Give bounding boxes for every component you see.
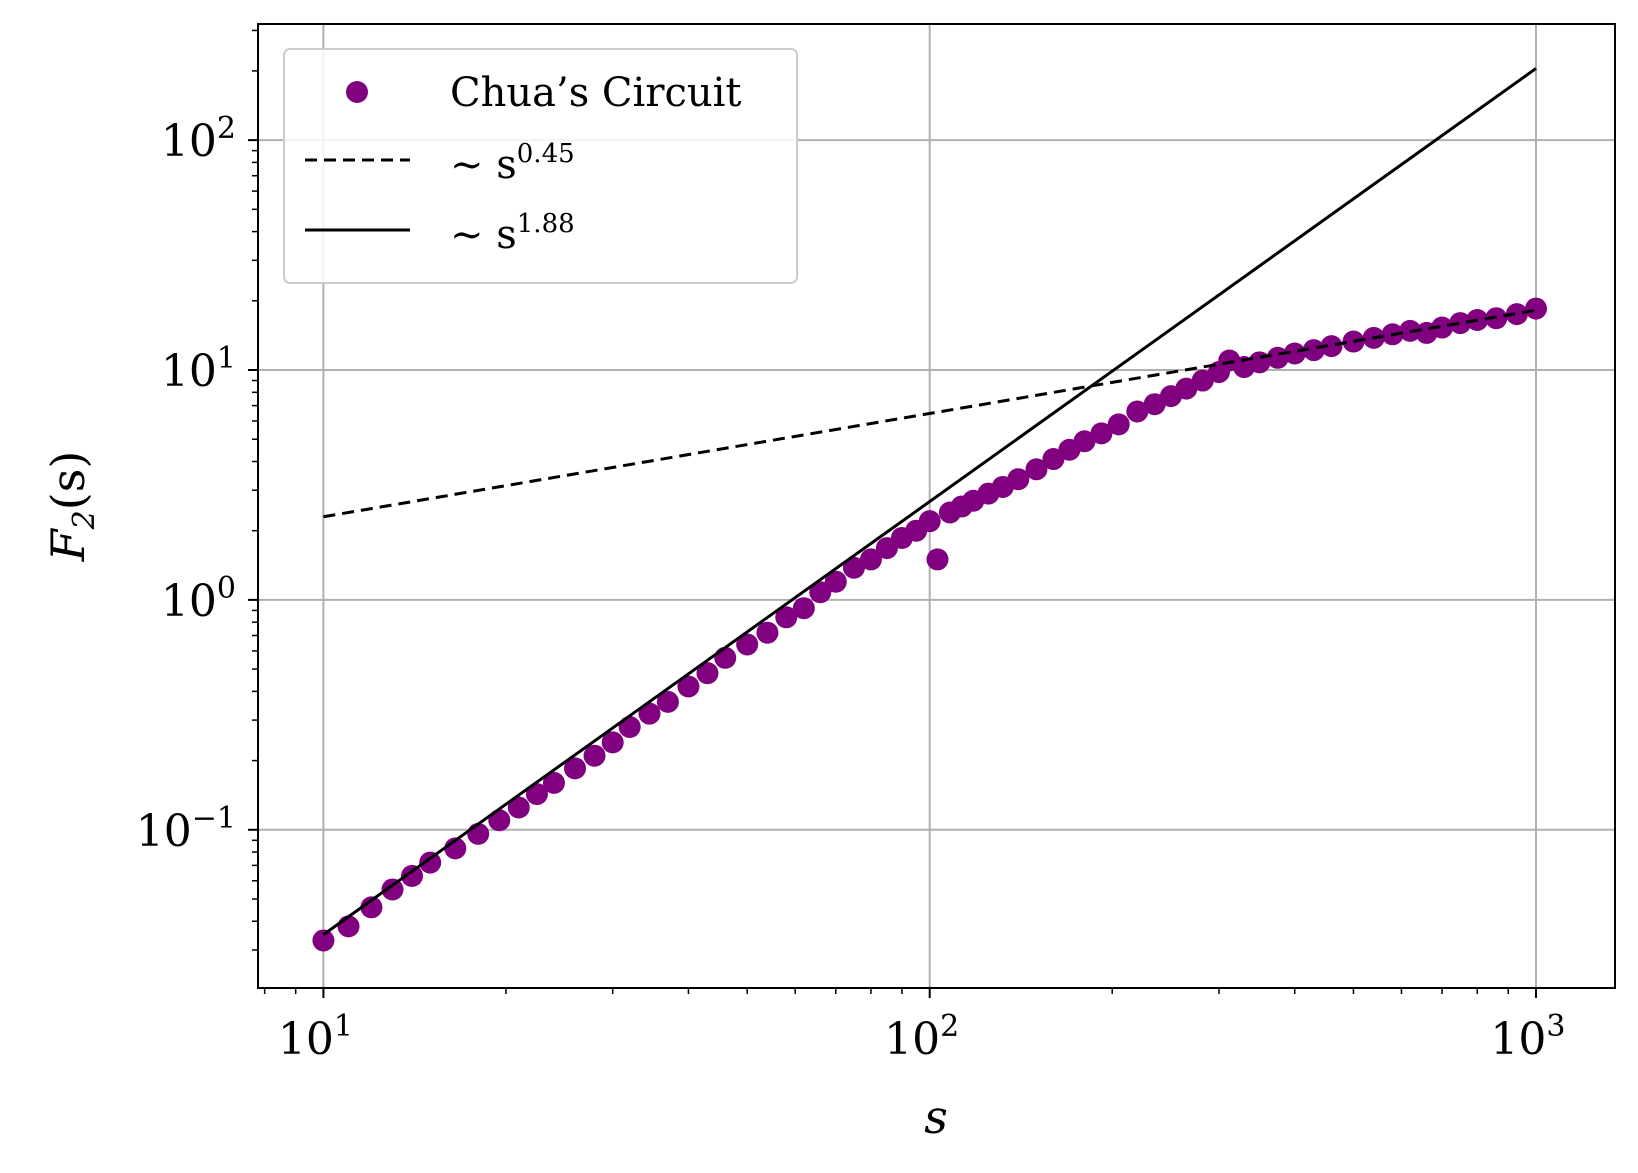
data-point: [1431, 316, 1454, 339]
data-point: [714, 646, 737, 669]
plot-frame: [257, 23, 1616, 989]
data-point: [918, 510, 941, 533]
legend-marker: [346, 81, 368, 103]
data-point: [1302, 339, 1325, 362]
x-tick-label-exp: 2: [940, 1009, 959, 1044]
data-point: [775, 606, 798, 629]
x-axis-label: s: [924, 1090, 948, 1144]
data-point: [401, 864, 424, 887]
x-tick-label: 101: [278, 1009, 353, 1065]
data-point: [736, 633, 759, 656]
data-point: [1342, 330, 1365, 353]
data-point: [696, 662, 719, 685]
data-point: [1126, 400, 1149, 423]
data-point: [1449, 312, 1472, 335]
data-point: [1090, 422, 1113, 445]
data-point: [564, 757, 587, 780]
y-tick-label-exp: 1: [217, 341, 236, 376]
data-point: [1007, 468, 1030, 491]
x-tick-label-exp: 3: [1546, 1009, 1565, 1044]
y-tick-label-exp: −1: [192, 801, 236, 836]
y-tick-label: 102: [161, 111, 236, 167]
data-point: [1175, 377, 1198, 400]
legend-label-exp: 1.88: [517, 209, 575, 239]
data-point: [381, 878, 404, 901]
data-point: [542, 771, 565, 794]
y-axis-label: F2(s): [41, 451, 102, 563]
y-tick-label-base: 10: [161, 576, 217, 627]
data-point: [1143, 393, 1166, 416]
data-point: [583, 744, 606, 767]
legend-box: [283, 48, 798, 284]
y-axis-label-sub: 2: [67, 510, 102, 530]
legend-label-base: ∼ s: [450, 142, 517, 188]
y-tick-label-base: 10: [136, 806, 192, 857]
data-point: [1191, 369, 1214, 392]
data-point: [859, 548, 882, 571]
data-point: [1283, 342, 1306, 365]
y-tick-label-exp: 2: [217, 111, 236, 146]
legend-label-base: ∼ s: [450, 212, 517, 258]
data-point: [1524, 297, 1547, 320]
data-point: [1107, 413, 1130, 436]
data-point: [525, 783, 548, 806]
y-tick-label: 101: [161, 341, 236, 397]
legend-label: ∼ s1.88: [450, 209, 575, 258]
data-point: [1025, 458, 1048, 481]
x-tick-label-base: 10: [884, 1014, 940, 1065]
plot-data: [312, 67, 1547, 952]
data-point: [809, 581, 832, 604]
data-point: [824, 570, 847, 593]
data-point: [656, 690, 679, 713]
x-tick-label-base: 10: [278, 1014, 334, 1065]
data-point: [842, 556, 865, 579]
y-tick-label-base: 10: [161, 346, 217, 397]
data-point: [419, 851, 442, 874]
y-tick-label: 10−1: [136, 801, 236, 857]
legend-label-exp: 0.45: [517, 139, 575, 169]
solid-fit-line: [322, 67, 1537, 936]
data-point: [312, 929, 335, 952]
data-point: [467, 822, 490, 845]
data-point: [677, 675, 700, 698]
data-point: [337, 915, 360, 938]
y-axis-label-rest: (s): [41, 451, 95, 511]
legend: Chua’s Circuit∼ s0.45∼ s1.88: [283, 48, 798, 284]
y-axis-label-base: F: [41, 527, 95, 562]
data-point: [1073, 430, 1096, 453]
data-point: [488, 809, 511, 832]
x-tick-label: 102: [884, 1009, 959, 1065]
y-tick-label-base: 10: [161, 116, 217, 167]
data-point: [1042, 448, 1065, 471]
dashed-fit-line: [323, 308, 1537, 519]
data-point: [1320, 335, 1343, 358]
data-point: [638, 702, 661, 725]
data-point: [792, 597, 815, 620]
data-point: [507, 796, 530, 819]
data-point: [618, 715, 641, 738]
x-tick-label-base: 10: [1490, 1014, 1546, 1065]
x-tick-label-exp: 1: [334, 1009, 353, 1044]
data-point: [756, 621, 779, 644]
y-tick-label: 100: [161, 571, 236, 627]
legend-label: Chua’s Circuit: [450, 70, 741, 116]
data-point: [601, 731, 624, 754]
data-point: [926, 548, 949, 571]
data-point: [360, 896, 383, 919]
legend-label: ∼ s0.45: [450, 139, 575, 188]
data-point: [1505, 303, 1528, 326]
x-tick-label: 103: [1490, 1009, 1565, 1065]
y-tick-label-exp: 0: [217, 571, 236, 606]
